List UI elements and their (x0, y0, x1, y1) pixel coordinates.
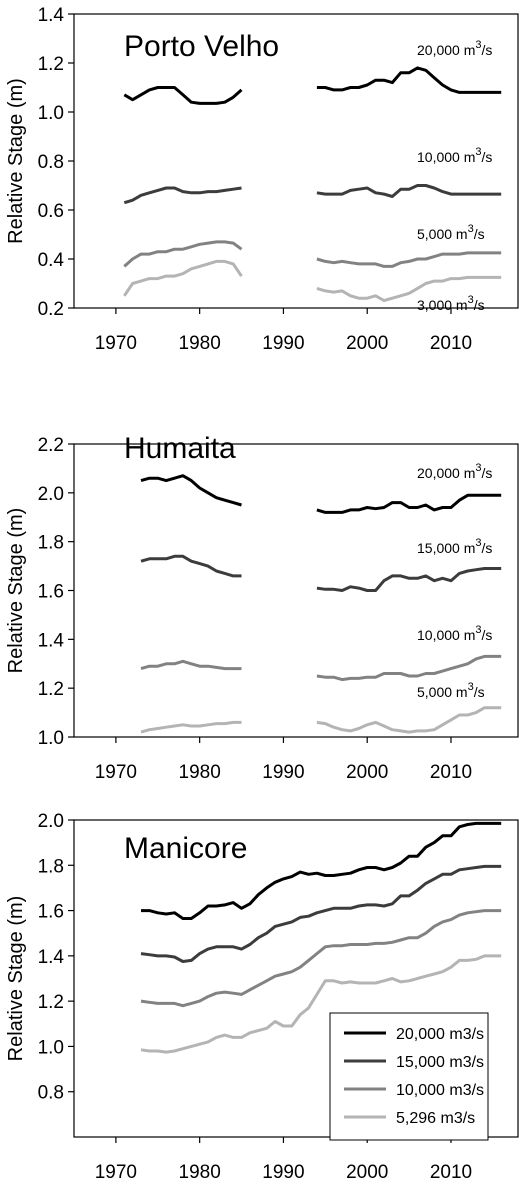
y-tick-label: 0.8 (38, 152, 64, 173)
series-line-3-000-m3-s (123, 259, 502, 303)
panel-humaita: 1.0 1.2 1.4 1.6 1.8 2.0 2.2 1970 1980 1990 2000 201… (5, 432, 519, 783)
y-tick-label: 2.2 (38, 435, 64, 456)
x-tick-label: 1970 (95, 1162, 137, 1183)
y-tick-label: 1.0 (38, 103, 64, 124)
annotation-value: 10,000 m (417, 149, 475, 165)
y-tick-label: 1.0 (38, 728, 64, 749)
y-tick-label: 1.4 (38, 947, 65, 968)
x-tick-label: 2000 (346, 333, 388, 354)
y-tick-label: 2.0 (38, 484, 64, 505)
y-tick-label: 1.2 (38, 54, 64, 75)
y-tick-label: 1.4 (38, 5, 65, 26)
y-tick-label: 2.0 (38, 811, 64, 832)
series-annotation: 10,000 m3/s (417, 624, 492, 643)
series-line-15-000-m3-s (140, 554, 502, 592)
y-tick-label: 1.4 (38, 630, 65, 651)
legend-label: 15,000 m3/s (396, 1054, 484, 1071)
y-tick-label: 1.2 (38, 992, 64, 1013)
annotation-superscript: 3 (468, 294, 474, 306)
series-line-15-000-m3-s (140, 864, 502, 963)
legend-label: 5,296 m3/s (396, 1110, 475, 1127)
series-line-20-000-m3-s (140, 474, 502, 514)
annotation-unit: /s (474, 297, 485, 313)
annotation-superscript: 3 (468, 681, 474, 693)
annotation-superscript: 3 (475, 146, 481, 158)
annotation-unit: /s (482, 627, 493, 643)
annotation-superscript: 3 (475, 39, 481, 51)
x-tick-label: 1990 (262, 762, 304, 783)
x-tick-label: 1990 (262, 1162, 304, 1183)
annotation-unit: /s (474, 226, 485, 242)
plot-frame (73, 819, 519, 1138)
panel-title: Porto Velho (124, 30, 279, 63)
x-tick-label: 1990 (262, 333, 304, 354)
y-tick-label: 1.2 (38, 679, 64, 700)
legend-label: 10,000 m3/s (396, 1082, 484, 1099)
series-annotation: 20,000 m3/s (417, 462, 492, 481)
annotation-value: 20,000 m (417, 465, 475, 481)
x-tick-label: 1970 (95, 762, 137, 783)
x-tick-label: 1970 (95, 333, 137, 354)
y-axis-label: Relative Stage (m) (5, 508, 27, 674)
series-line-5-000-m3-s (123, 240, 502, 268)
series-line-10-000-m3-s (123, 184, 502, 205)
annotation-value: 3,000 m (417, 297, 468, 313)
series-annotation: 3,000 m3/s (417, 294, 485, 313)
panel-manicore: 0.8 1.0 1.2 1.4 1.6 1.8 2.0 1970 1980 1990 2000 201… (5, 811, 519, 1183)
x-tick-label: 2010 (430, 762, 472, 783)
annotation-value: 15,000 m (417, 540, 475, 556)
y-tick-label: 1.6 (38, 902, 64, 923)
annotation-superscript: 3 (475, 462, 481, 474)
legend-label: 20,000 m3/s (396, 1026, 484, 1043)
y-axis-label: Relative Stage (m) (5, 78, 27, 244)
x-tick-label: 1980 (179, 762, 221, 783)
x-tick-label: 2010 (430, 1162, 472, 1183)
x-tick-label: 2010 (430, 333, 472, 354)
annotation-unit: /s (482, 465, 493, 481)
series-annotation: 5,000 m3/s (417, 681, 485, 700)
panel-porto-velho: 0.2 0.4 0.6 0.8 1.0 1.2 1.4 1970 1980 1990 2000 201… (5, 5, 519, 354)
annotation-value: 20,000 m (417, 42, 475, 58)
annotation-superscript: 3 (475, 624, 481, 636)
annotation-value: 5,000 m (417, 226, 468, 242)
y-tick-label: 0.6 (38, 201, 64, 222)
series-line-5-000-m3-s (140, 706, 502, 734)
annotation-unit: /s (482, 42, 493, 58)
annotation-unit: /s (482, 149, 493, 165)
legend: 20,000 m3/s 15,000 m3/s 10,000 m3/s 5,296 m… (329, 1012, 489, 1141)
series-line-20-000-m3-s (141, 821, 502, 920)
series-line-10-000-m3-s (140, 654, 502, 682)
annotation-superscript: 3 (468, 223, 474, 235)
x-tick-label: 2000 (346, 762, 388, 783)
annotation-unit: /s (482, 540, 493, 556)
panel-title: Manicore (124, 832, 247, 865)
annotation-value: 10,000 m (417, 627, 475, 643)
annotation-superscript: 3 (475, 537, 481, 549)
y-tick-label: 1.8 (38, 856, 64, 877)
y-tick-label: 0.4 (38, 250, 65, 271)
x-tick-label: 1980 (179, 333, 221, 354)
panel-title: Humaita (124, 432, 236, 465)
annotation-unit: /s (474, 684, 485, 700)
series-annotation: 15,000 m3/s (417, 537, 492, 556)
y-tick-label: 1.6 (38, 582, 64, 603)
x-tick-label: 2000 (346, 1162, 388, 1183)
y-tick-label: 0.8 (38, 1083, 64, 1104)
x-tick-label: 1980 (179, 1162, 221, 1183)
series-line-20-000-m3-s (123, 66, 502, 105)
y-tick-label: 1.8 (38, 533, 64, 554)
series-line-5-296-m3-s (140, 954, 502, 1054)
series-annotation: 20,000 m3/s (417, 39, 492, 58)
y-tick-label: 1.0 (38, 1037, 64, 1058)
annotation-value: 5,000 m (417, 684, 468, 700)
series-line-10-000-m3-s (140, 909, 502, 1008)
series-annotation: 5,000 m3/s (417, 223, 485, 242)
y-tick-label: 0.2 (38, 299, 64, 320)
y-axis-label: Relative Stage (m) (5, 896, 27, 1062)
series-annotation: 10,000 m3/s (417, 146, 492, 165)
